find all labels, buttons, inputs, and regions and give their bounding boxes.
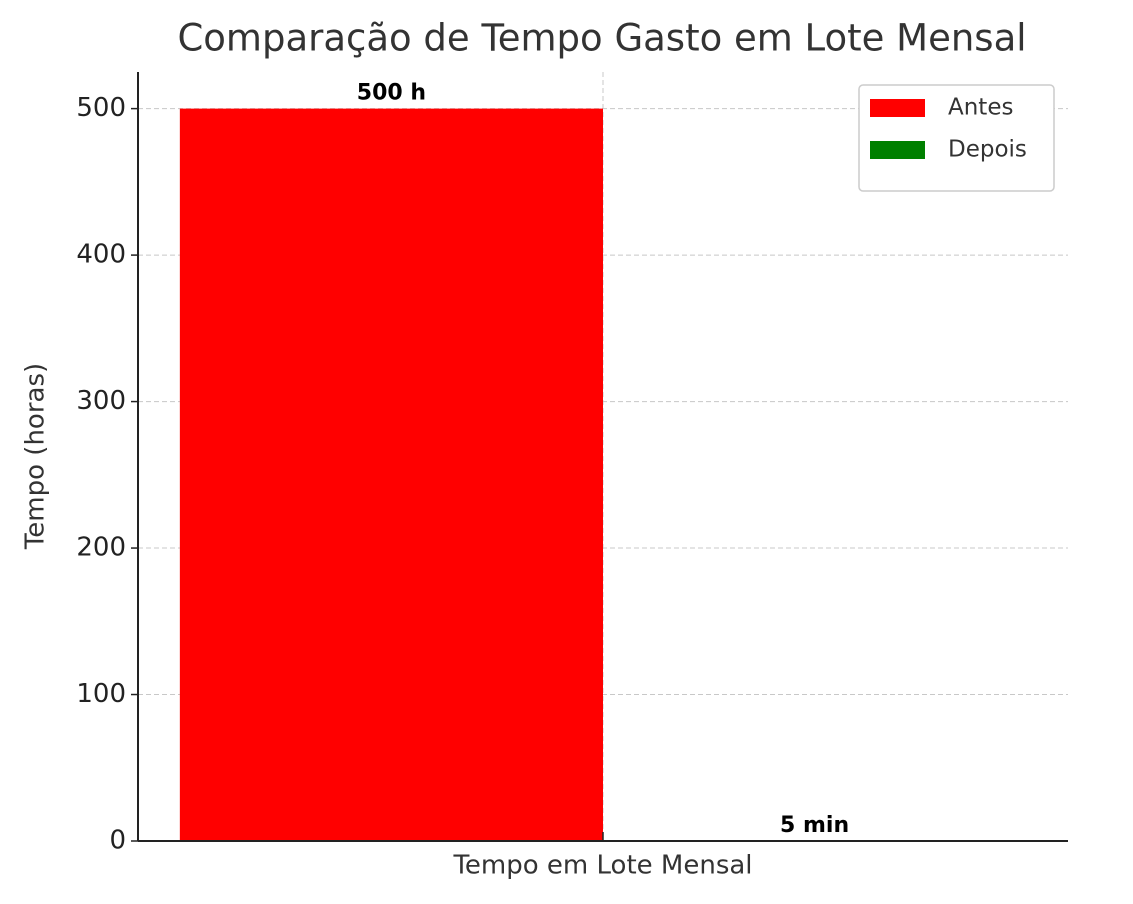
- value-label: 5 min: [780, 813, 849, 838]
- chart-title: Comparação de Tempo Gasto em Lote Mensal: [177, 17, 1026, 60]
- x-axis-label: Tempo em Lote Mensal: [452, 851, 752, 881]
- y-tick-label: 0: [109, 826, 126, 856]
- y-tick-label: 400: [76, 240, 126, 270]
- y-axis-label: Tempo (horas): [21, 363, 51, 550]
- y-tick-label: 100: [76, 679, 126, 709]
- legend-label: Depois: [948, 137, 1027, 163]
- y-tick-label: 200: [76, 533, 126, 563]
- y-tick-label: 500: [76, 93, 126, 123]
- legend-swatch: [870, 141, 925, 159]
- legend-label: Antes: [948, 95, 1013, 121]
- value-label: 500 h: [357, 81, 426, 106]
- y-tick-label: 300: [76, 386, 126, 416]
- bar: [179, 108, 603, 842]
- legend-swatch: [870, 99, 925, 117]
